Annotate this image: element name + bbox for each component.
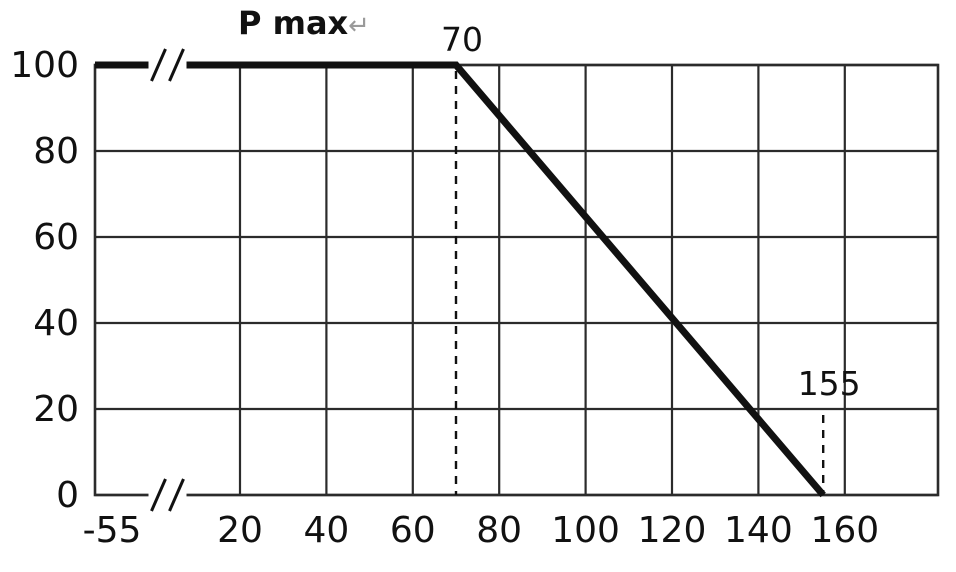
x-tick-label: 20	[217, 510, 263, 551]
y-tick-label: 100	[10, 45, 79, 86]
chart-title: P max↵	[238, 4, 370, 42]
x-tick-label: 100	[551, 510, 620, 551]
y-tick-label: 40	[33, 303, 79, 344]
annotation-label: 70	[441, 20, 483, 59]
series-line	[95, 61, 826, 498]
y-tick-label: 0	[56, 475, 79, 516]
x-tick-label: 160	[810, 510, 879, 551]
x-tick-label: 60	[390, 510, 436, 551]
axis-break-gap	[148, 487, 187, 503]
axis-break-mark	[150, 478, 167, 512]
y-tick-label: 20	[33, 389, 79, 430]
y-tick-label: 80	[33, 131, 79, 172]
axis-break-mark	[150, 48, 167, 82]
y-tick-label: 60	[33, 217, 79, 258]
x-tick-label: 80	[476, 510, 522, 551]
x-tick-label: 40	[303, 510, 349, 551]
axis-break-gap	[148, 57, 187, 73]
x-tick-label: 140	[724, 510, 793, 551]
return-glyph: ↵	[348, 11, 370, 41]
annotation-label: 155	[798, 364, 861, 403]
plot-border	[93, 63, 940, 497]
axis-break-mark	[168, 478, 185, 512]
x-tick-label: -55	[83, 510, 142, 551]
x-tick-label: 120	[638, 510, 707, 551]
axis-break-mark	[168, 48, 185, 82]
